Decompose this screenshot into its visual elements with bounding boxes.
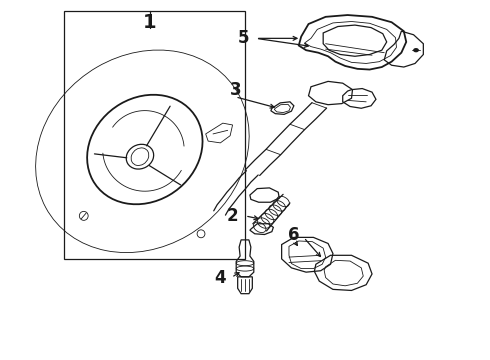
Text: 2: 2	[227, 207, 239, 225]
Text: 4: 4	[214, 269, 225, 287]
Text: 6: 6	[288, 225, 299, 243]
Circle shape	[413, 48, 419, 52]
Bar	[64, 12, 245, 259]
Text: 1: 1	[143, 13, 156, 32]
Text: 5: 5	[238, 30, 249, 48]
Text: 3: 3	[229, 81, 241, 99]
